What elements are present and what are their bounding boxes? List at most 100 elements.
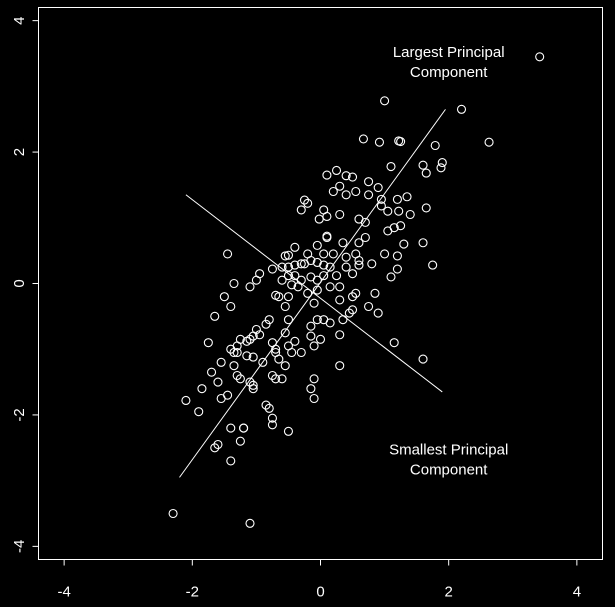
data-point bbox=[277, 374, 287, 384]
data-point bbox=[219, 292, 229, 302]
data-point bbox=[421, 203, 431, 213]
data-point bbox=[267, 413, 277, 423]
data-point bbox=[325, 262, 335, 272]
data-point bbox=[299, 259, 310, 269]
data-point bbox=[264, 315, 274, 325]
data-point bbox=[421, 168, 431, 178]
data-point bbox=[210, 443, 220, 453]
annotations: Largest Principal Component Smallest Princ… bbox=[389, 44, 508, 479]
data-point bbox=[226, 301, 236, 312]
data-point bbox=[309, 393, 319, 404]
data-point bbox=[290, 260, 300, 270]
data-point bbox=[194, 407, 204, 417]
data-point bbox=[341, 262, 351, 272]
data-point bbox=[306, 331, 316, 341]
data-point bbox=[296, 259, 306, 269]
data-point bbox=[405, 209, 415, 220]
data-point bbox=[235, 374, 245, 384]
data-point bbox=[203, 338, 213, 348]
data-point bbox=[267, 370, 277, 381]
data-point bbox=[322, 232, 332, 243]
data-point bbox=[299, 195, 310, 205]
data-point bbox=[347, 172, 358, 182]
data-point bbox=[280, 328, 290, 338]
data-point bbox=[386, 161, 396, 172]
data-point bbox=[338, 315, 348, 325]
data-point bbox=[358, 134, 368, 144]
x-tick-label: -4 bbox=[57, 584, 70, 601]
data-point bbox=[312, 285, 322, 295]
data-point bbox=[210, 311, 220, 321]
data-point bbox=[315, 334, 326, 344]
data-point bbox=[271, 290, 281, 300]
data-point bbox=[341, 171, 351, 181]
data-point bbox=[392, 264, 402, 274]
data-point bbox=[380, 96, 390, 106]
data-point bbox=[290, 336, 300, 346]
data-point bbox=[370, 288, 380, 298]
data-point bbox=[232, 347, 242, 358]
data-point bbox=[344, 308, 354, 318]
data-point bbox=[213, 377, 223, 387]
data-point bbox=[312, 275, 322, 285]
data-point bbox=[331, 271, 342, 281]
data-point bbox=[335, 330, 345, 340]
annotation-label: Smallest Principal Component bbox=[389, 441, 508, 478]
data-point bbox=[197, 384, 207, 394]
data-point bbox=[328, 249, 338, 259]
data-point bbox=[428, 260, 438, 270]
data-point bbox=[306, 384, 316, 394]
data-point bbox=[418, 160, 428, 170]
data-point bbox=[229, 347, 239, 358]
data-point bbox=[293, 282, 303, 292]
data-point bbox=[418, 354, 428, 364]
data-point bbox=[303, 198, 313, 208]
data-point bbox=[277, 275, 287, 285]
data-point bbox=[386, 272, 396, 282]
data-point bbox=[430, 140, 440, 151]
data-point bbox=[380, 249, 390, 259]
data-point bbox=[181, 395, 191, 406]
data-point bbox=[335, 295, 345, 305]
data-point bbox=[229, 278, 239, 289]
x-tick-label: 2 bbox=[445, 584, 453, 601]
data-point bbox=[418, 238, 428, 248]
data-point bbox=[374, 137, 385, 147]
data-point bbox=[376, 201, 386, 211]
data-point bbox=[312, 315, 322, 325]
data-point bbox=[226, 456, 236, 466]
data-point bbox=[319, 315, 329, 325]
data-point bbox=[267, 264, 277, 274]
data-point bbox=[213, 439, 223, 450]
data-point bbox=[290, 242, 300, 252]
data-point bbox=[287, 347, 297, 358]
data-point bbox=[287, 280, 297, 290]
data-point bbox=[168, 508, 178, 519]
y-tick-label: 4 bbox=[11, 16, 28, 24]
data-point bbox=[261, 319, 271, 329]
data-point bbox=[319, 271, 329, 281]
data-point bbox=[389, 338, 399, 348]
annotation-label: Largest Principal Component bbox=[393, 44, 505, 81]
data-point bbox=[484, 137, 494, 147]
annotation-line: Smallest Principal bbox=[389, 441, 508, 458]
data-point bbox=[303, 288, 313, 298]
data-point bbox=[341, 190, 351, 200]
data-point bbox=[248, 384, 258, 394]
data-point bbox=[271, 374, 281, 384]
data-point bbox=[354, 255, 364, 266]
data-point bbox=[280, 361, 290, 371]
data-point bbox=[535, 52, 545, 62]
data-point bbox=[335, 209, 345, 220]
data-point bbox=[306, 321, 316, 331]
data-point bbox=[347, 305, 358, 315]
data-point bbox=[226, 423, 236, 433]
data-point bbox=[280, 251, 290, 261]
annotation-line: Largest Principal bbox=[393, 44, 505, 61]
data-point bbox=[402, 192, 412, 202]
data-point bbox=[328, 186, 338, 197]
data-point bbox=[309, 341, 319, 351]
x-tick-label: 4 bbox=[573, 584, 581, 601]
smallest-principal-component-line bbox=[185, 194, 443, 393]
